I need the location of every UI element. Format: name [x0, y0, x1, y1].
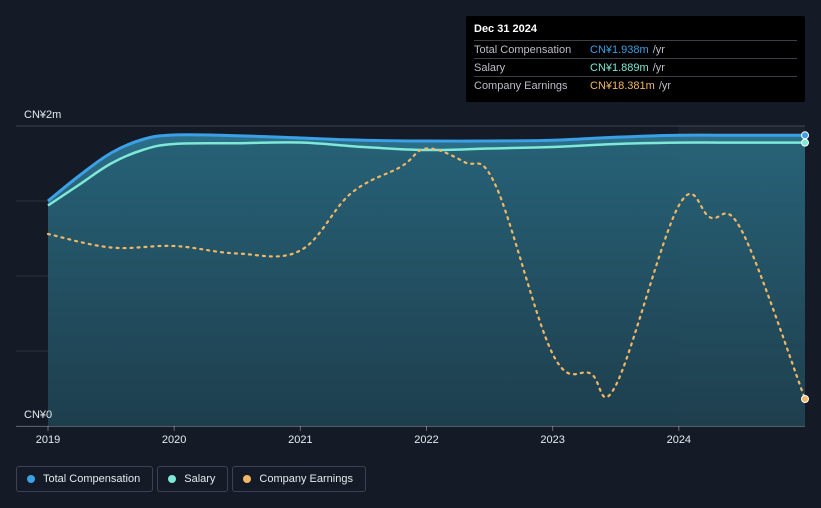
x-tick-label: 2019	[36, 434, 60, 446]
tooltip-unit: /yr	[652, 43, 665, 56]
tooltip-value: CN¥18.381m	[590, 79, 655, 92]
chart-legend: Total Compensation Salary Company Earnin…	[16, 466, 366, 492]
tooltip-date: Dec 31 2024	[474, 23, 537, 35]
company-earnings-line	[46, 147, 807, 401]
legend-dot-icon	[243, 475, 252, 483]
tooltip-value: CN¥1.938m	[590, 43, 649, 56]
x-tick-label: 2023	[540, 434, 564, 446]
legend-item-salary[interactable]: Salary	[157, 466, 229, 492]
y-tick-label-max: CN¥2m	[24, 109, 61, 121]
salary-end-marker	[801, 138, 809, 147]
legend-item-company-earnings[interactable]: Company Earnings	[232, 466, 366, 492]
x-tick-label: 2020	[162, 434, 186, 446]
tooltip-unit: /yr	[652, 61, 665, 74]
x-tick-label: 2022	[414, 434, 438, 446]
x-tick-label: 2021	[288, 434, 312, 446]
legend-label: Salary	[184, 473, 216, 485]
tooltip-value: CN¥1.889m	[590, 61, 649, 74]
tooltip-label: Company Earnings	[474, 79, 568, 92]
tooltip-row-company-earnings: Company Earnings CN¥18.381m /yr	[474, 76, 797, 94]
legend-item-total-compensation[interactable]: Total Compensation	[16, 466, 154, 492]
salary-line	[47, 141, 805, 207]
tooltip-label: Salary	[474, 61, 506, 74]
tooltip-panel: Dec 31 2024 Total Compensation CN¥1.938m…	[466, 16, 805, 102]
tooltip-row-salary: Salary CN¥1.889m /yr	[474, 58, 797, 76]
total-compensation-area	[48, 134, 805, 426]
salary-area	[48, 142, 805, 426]
legend-label: Company Earnings	[259, 473, 353, 485]
legend-label: Total Compensation	[43, 473, 141, 485]
tooltip-row-total-compensation: Total Compensation CN¥1.938m /yr	[474, 40, 797, 58]
company-earnings-end-marker	[801, 395, 809, 403]
y-tick-label-min: CN¥0	[24, 409, 52, 421]
total-compensation-end-marker	[801, 131, 809, 140]
tooltip-unit: /yr	[658, 79, 672, 92]
total-compensation-line	[47, 133, 805, 203]
legend-dot-icon	[27, 475, 35, 483]
tooltip-label: Total Compensation	[474, 43, 572, 56]
legend-dot-icon	[168, 475, 177, 483]
x-tick-label: 2024	[667, 434, 691, 446]
